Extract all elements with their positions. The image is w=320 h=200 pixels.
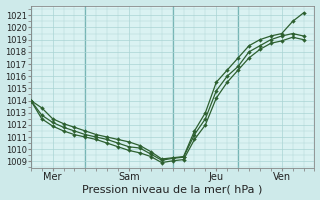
X-axis label: Pression niveau de la mer( hPa ): Pression niveau de la mer( hPa ) bbox=[83, 184, 263, 194]
